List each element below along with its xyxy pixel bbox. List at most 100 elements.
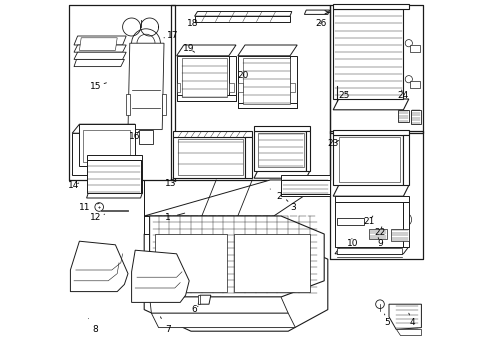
Polygon shape <box>396 329 421 335</box>
Text: 25: 25 <box>338 91 350 100</box>
Polygon shape <box>238 56 290 108</box>
Polygon shape <box>411 110 421 124</box>
Text: 15: 15 <box>90 82 106 91</box>
Polygon shape <box>176 45 236 56</box>
Polygon shape <box>176 56 229 101</box>
Polygon shape <box>79 38 117 50</box>
Polygon shape <box>178 139 243 175</box>
Text: 10: 10 <box>347 238 359 248</box>
Polygon shape <box>403 202 409 247</box>
Polygon shape <box>74 59 124 67</box>
Polygon shape <box>74 45 126 52</box>
Polygon shape <box>254 171 310 178</box>
Polygon shape <box>335 202 403 247</box>
Polygon shape <box>101 210 128 211</box>
Polygon shape <box>333 4 409 9</box>
Polygon shape <box>391 229 409 241</box>
Polygon shape <box>238 45 297 56</box>
Polygon shape <box>87 155 143 160</box>
Text: 12: 12 <box>90 213 104 222</box>
Text: 18: 18 <box>187 19 198 28</box>
Polygon shape <box>149 297 288 313</box>
Polygon shape <box>173 137 245 178</box>
Polygon shape <box>126 94 130 115</box>
Polygon shape <box>403 135 409 185</box>
Text: 11: 11 <box>79 202 99 211</box>
Circle shape <box>141 94 151 104</box>
Polygon shape <box>238 83 243 92</box>
Polygon shape <box>176 83 180 92</box>
Polygon shape <box>243 58 290 104</box>
Polygon shape <box>144 180 328 216</box>
Polygon shape <box>182 58 227 97</box>
Text: 4: 4 <box>409 313 415 327</box>
Polygon shape <box>290 56 297 108</box>
Polygon shape <box>79 124 135 166</box>
Polygon shape <box>72 166 135 175</box>
Polygon shape <box>410 81 419 88</box>
Polygon shape <box>87 160 141 193</box>
Polygon shape <box>144 234 328 331</box>
Circle shape <box>380 151 398 169</box>
Polygon shape <box>234 234 310 292</box>
Polygon shape <box>335 247 409 254</box>
Polygon shape <box>369 229 387 239</box>
Polygon shape <box>141 160 143 193</box>
Polygon shape <box>173 131 252 137</box>
Polygon shape <box>87 193 143 198</box>
Text: 8: 8 <box>88 319 98 334</box>
Text: 22: 22 <box>374 227 386 237</box>
Circle shape <box>370 217 386 233</box>
Polygon shape <box>258 133 304 167</box>
Polygon shape <box>333 9 403 99</box>
Text: 21: 21 <box>364 216 375 226</box>
Polygon shape <box>281 194 330 196</box>
Polygon shape <box>176 95 236 101</box>
Text: 19: 19 <box>183 44 195 53</box>
Text: 6: 6 <box>192 305 198 314</box>
Text: 1: 1 <box>165 213 185 222</box>
Polygon shape <box>333 99 409 110</box>
Polygon shape <box>195 12 292 16</box>
Polygon shape <box>337 218 364 225</box>
Polygon shape <box>74 52 126 59</box>
Text: 7: 7 <box>160 317 171 334</box>
Polygon shape <box>333 135 403 185</box>
Polygon shape <box>335 196 409 202</box>
Polygon shape <box>398 110 409 122</box>
Text: 5: 5 <box>384 314 390 327</box>
Circle shape <box>132 29 160 58</box>
Polygon shape <box>149 216 324 297</box>
Polygon shape <box>410 45 419 52</box>
Polygon shape <box>144 216 274 234</box>
Polygon shape <box>281 180 330 194</box>
Polygon shape <box>198 295 211 304</box>
Polygon shape <box>162 94 166 115</box>
Circle shape <box>334 82 340 87</box>
Polygon shape <box>83 130 130 162</box>
Circle shape <box>95 203 103 211</box>
Polygon shape <box>128 43 164 130</box>
Text: 9: 9 <box>377 238 383 248</box>
Polygon shape <box>306 131 310 171</box>
Circle shape <box>201 296 208 303</box>
Text: 3: 3 <box>286 200 296 211</box>
Text: 23: 23 <box>327 139 339 148</box>
Polygon shape <box>151 313 295 328</box>
Circle shape <box>376 300 384 309</box>
Polygon shape <box>173 171 252 178</box>
Polygon shape <box>198 295 200 304</box>
Polygon shape <box>71 241 128 292</box>
Circle shape <box>89 144 102 157</box>
Circle shape <box>107 140 127 161</box>
Circle shape <box>399 213 412 226</box>
Text: 17: 17 <box>164 31 179 40</box>
Text: 13: 13 <box>166 179 177 188</box>
Polygon shape <box>337 248 402 254</box>
Circle shape <box>346 219 352 224</box>
Text: 24: 24 <box>398 90 409 100</box>
Circle shape <box>86 140 106 161</box>
Circle shape <box>344 151 362 169</box>
Polygon shape <box>229 56 236 101</box>
Text: 26: 26 <box>315 19 326 28</box>
